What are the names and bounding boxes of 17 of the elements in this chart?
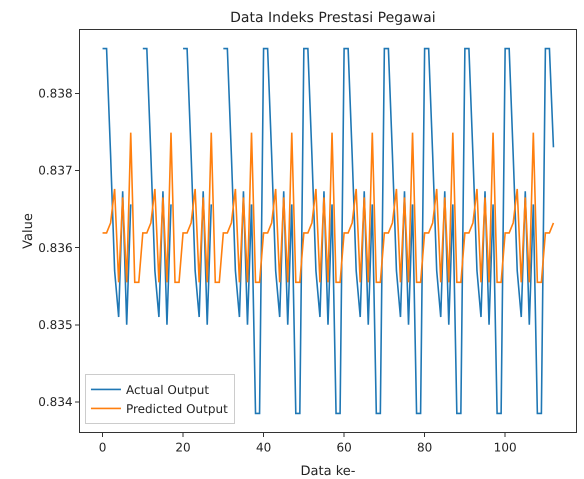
x-tick-label: 100 xyxy=(494,440,517,454)
legend-label: Actual Output xyxy=(126,383,210,398)
y-tick-label: 0.836 xyxy=(38,240,73,255)
y-tick-label: 0.838 xyxy=(38,86,73,100)
x-tick-label: 0 xyxy=(98,440,106,454)
chart-title: Data Indeks Prestasi Pegawai xyxy=(230,10,436,26)
x-tick-label: 20 xyxy=(175,440,191,454)
line-series xyxy=(102,132,554,284)
x-axis-title: Data ke- xyxy=(300,464,356,479)
x-tick-label: 60 xyxy=(336,440,352,454)
x-tick-label: 40 xyxy=(256,440,272,454)
y-tick-label: 0.837 xyxy=(38,164,73,178)
x-tick-label: 80 xyxy=(416,440,432,454)
y-tick-label: 0.835 xyxy=(38,318,73,332)
y-tick-label: 0.834 xyxy=(38,395,73,410)
y-axis-title: Value xyxy=(21,213,36,249)
legend-label: Predicted Output xyxy=(126,402,228,416)
